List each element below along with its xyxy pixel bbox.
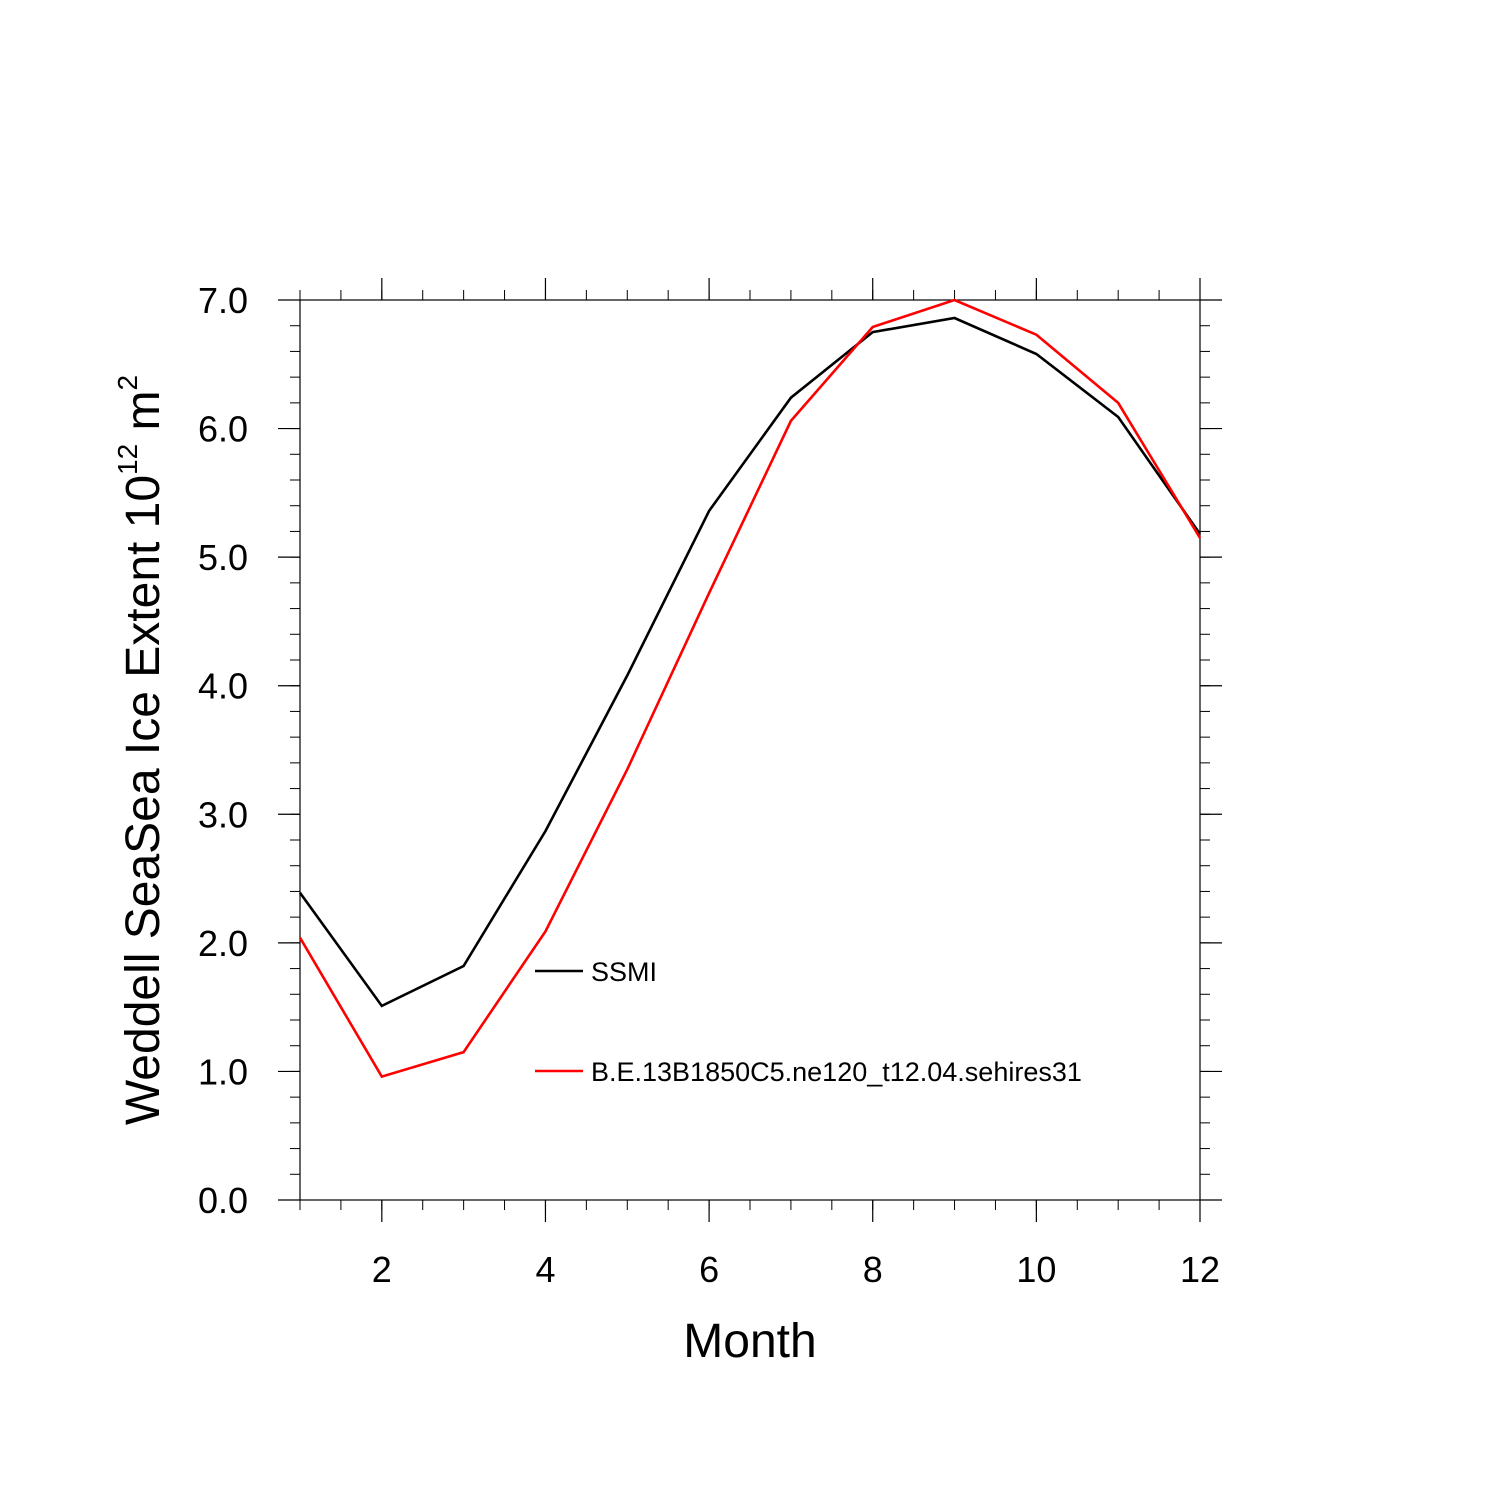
- major-ticks: [278, 278, 1222, 1222]
- legend: SSMI B.E.13B1850C5.ne120_t12.04.sehires31: [535, 957, 1082, 1087]
- x-tick-label: 4: [535, 1249, 555, 1290]
- legend-label-model: B.E.13B1850C5.ne120_t12.04.sehires31: [591, 1057, 1082, 1087]
- x-axis-title: Month: [683, 1315, 816, 1368]
- series-line-ssmi: [298, 316, 1202, 1008]
- y-axis-title-unit-exponent: 2: [112, 375, 143, 391]
- legend-label-ssmi: SSMI: [591, 957, 657, 987]
- plot-frame: [299, 299, 1201, 1201]
- y-axis-title-exponent: 12: [112, 444, 143, 475]
- x-tick-label: 10: [1016, 1249, 1056, 1290]
- x-tick-label: 6: [699, 1249, 719, 1290]
- y-tick-label: 7.0: [198, 280, 248, 321]
- y-tick-label: 5.0: [198, 537, 248, 578]
- y-tick-label: 6.0: [198, 409, 248, 450]
- x-tick-label: 12: [1180, 1249, 1220, 1290]
- x-tick-label: 8: [863, 1249, 883, 1290]
- y-axis-title-unit: m: [117, 390, 170, 443]
- y-axis-title-prefix: Weddell SeaSea Ice Extent 10: [117, 475, 170, 1125]
- x-tick-label: 2: [372, 1249, 392, 1290]
- y-tick-labels: 0.0 1.0 2.0 3.0 4.0 5.0 6.0 7.0: [198, 280, 248, 1221]
- y-tick-label: 0.0: [198, 1180, 248, 1221]
- y-tick-label: 3.0: [198, 794, 248, 835]
- y-axis-title: Weddell SeaSea Ice Extent 1012 m2: [112, 375, 170, 1125]
- y-tick-label: 1.0: [198, 1051, 248, 1092]
- y-tick-label: 2.0: [198, 923, 248, 964]
- y-tick-label: 4.0: [198, 666, 248, 707]
- x-tick-labels: 2 4 6 8 10 12: [372, 1249, 1220, 1290]
- series-lines: [298, 298, 1202, 1079]
- series-line-model: [298, 298, 1202, 1079]
